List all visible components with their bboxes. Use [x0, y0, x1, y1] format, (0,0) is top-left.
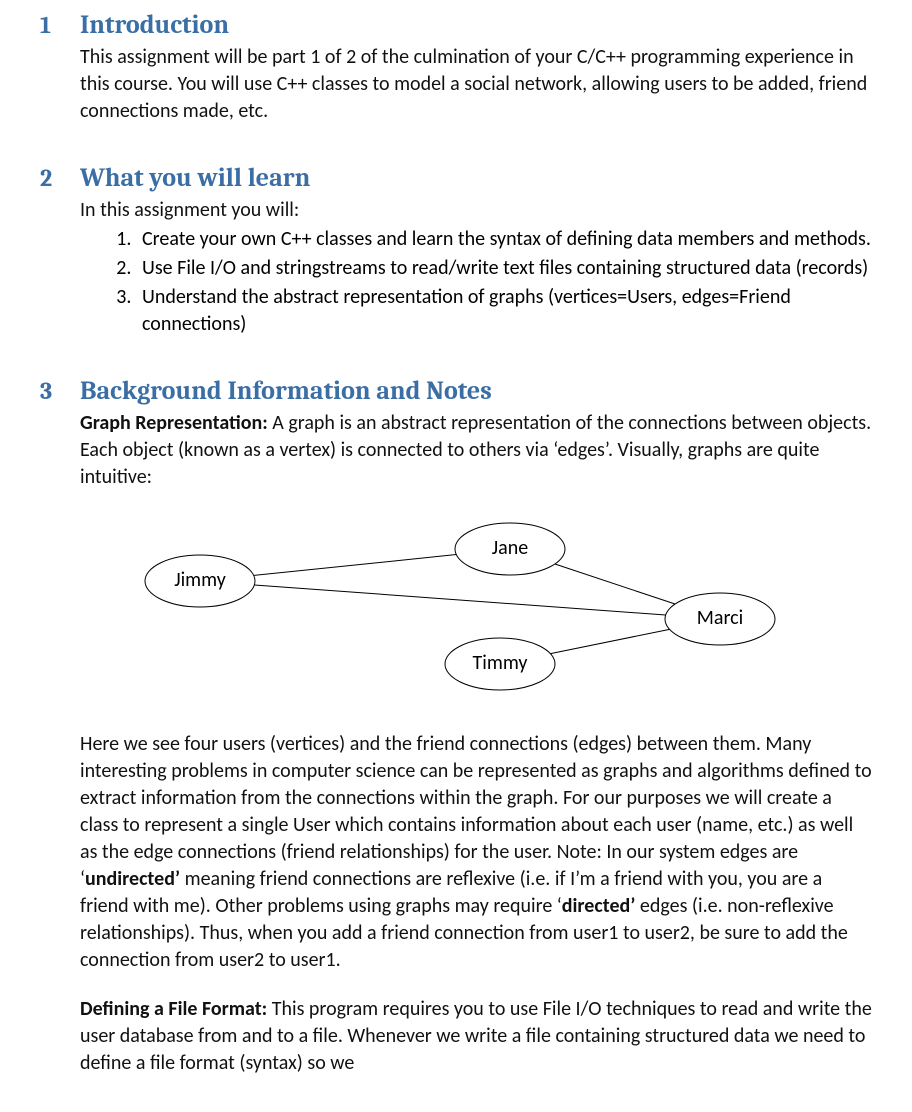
section-heading: 3 Background Information and Notes	[40, 376, 872, 406]
graph-diagram: Jimmy Jane Timmy Marci	[80, 509, 872, 709]
paragraph: Graph Representation: A graph is an abst…	[80, 410, 872, 491]
graph-edge	[254, 555, 457, 576]
paragraph: Defining a File Format: This program req…	[80, 996, 872, 1077]
paragraph: Here we see four users (vertices) and th…	[80, 731, 872, 974]
graph-node-label: Marci	[697, 606, 743, 630]
section-body: Here we see four users (vertices) and th…	[80, 731, 872, 1077]
document-page: 1 Introduction This assignment will be p…	[0, 0, 912, 1097]
graph-edge	[254, 585, 665, 615]
graph-node-label: Jane	[492, 536, 528, 560]
run-bold: Graph Representation:	[80, 411, 272, 435]
list-item: Create your own C++ classes and learn th…	[136, 226, 872, 253]
graph-edge	[555, 564, 675, 604]
graph-node-label: Timmy	[473, 651, 528, 675]
section-title: What you will learn	[80, 163, 310, 193]
section-title: Background Information and Notes	[80, 376, 492, 406]
section-background: 3 Background Information and Notes Graph…	[40, 376, 872, 1077]
section-heading: 1 Introduction	[40, 10, 872, 40]
run-bold: Defining a File Format:	[80, 997, 272, 1021]
graph-edge	[550, 629, 669, 653]
graph-svg: Jimmy Jane Timmy Marci	[80, 509, 840, 709]
section-body: In this assignment you will: Create your…	[80, 197, 872, 338]
section-learn: 2 What you will learn In this assignment…	[40, 163, 872, 338]
section-number: 2	[40, 164, 80, 192]
section-heading: 2 What you will learn	[40, 163, 872, 193]
list-item: Use File I/O and stringstreams to read/w…	[136, 255, 872, 282]
graph-node-label: Jimmy	[174, 568, 226, 592]
numbered-list: Create your own C++ classes and learn th…	[80, 226, 872, 338]
run-bold: undirected’	[85, 867, 180, 891]
section-introduction: 1 Introduction This assignment will be p…	[40, 10, 872, 125]
paragraph: This assignment will be part 1 of 2 of t…	[80, 44, 872, 125]
section-body: Graph Representation: A graph is an abst…	[80, 410, 872, 491]
list-item: Understand the abstract representation o…	[136, 284, 872, 338]
section-number: 1	[40, 11, 80, 39]
section-number: 3	[40, 377, 80, 405]
paragraph: In this assignment you will:	[80, 197, 872, 224]
run-bold: directed’	[562, 894, 636, 918]
section-title: Introduction	[80, 10, 229, 40]
